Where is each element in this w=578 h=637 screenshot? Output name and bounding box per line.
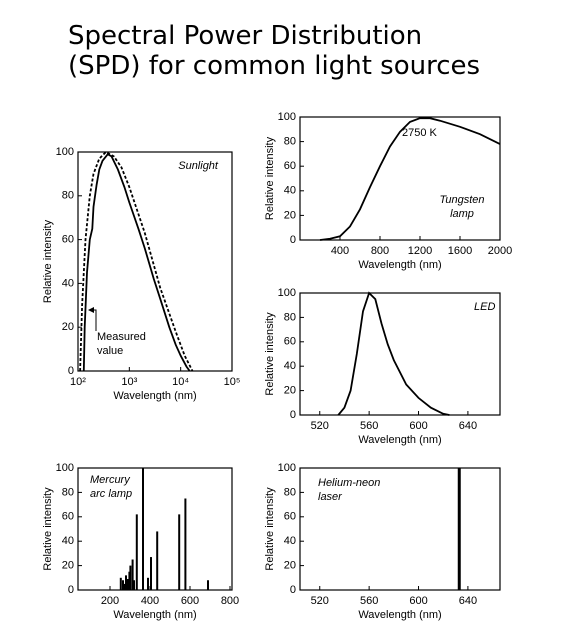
x-tick-label: 600: [409, 420, 427, 432]
y-tick-label: 40: [62, 535, 74, 547]
y-tick-label: 80: [62, 486, 74, 498]
y-tick-label: 0: [290, 584, 296, 596]
x-tick-label: 600: [409, 595, 427, 607]
x-tick-label: 520: [311, 595, 329, 607]
plot-frame: [299, 292, 501, 416]
x-tick-label: 10⁴: [172, 376, 189, 388]
y-tick-label: 60: [284, 336, 296, 348]
x-tick-label: 600: [181, 595, 199, 607]
y-tick-label: 0: [68, 365, 74, 377]
annotation: arc lamp: [90, 488, 132, 500]
y-tick-label: 40: [284, 360, 296, 372]
plot-frame: [77, 467, 233, 591]
plot-frame: [299, 467, 501, 591]
x-tick-label: 10⁵: [224, 376, 241, 388]
y-tick-label: 0: [68, 584, 74, 596]
line-series: [82, 153, 191, 372]
annotation: lamp: [450, 208, 474, 220]
x-tick-label: 2000: [488, 245, 512, 257]
annotation: Measured: [97, 331, 146, 343]
x-tick-label: 640: [459, 595, 477, 607]
x-axis-label: Wavelength (nm): [358, 609, 441, 621]
y-tick-label: 100: [278, 462, 296, 474]
x-tick-label: 400: [331, 245, 349, 257]
y-axis-label: Relative intensity: [264, 136, 276, 220]
y-tick-label: 100: [278, 287, 296, 299]
x-axis-label: Wavelength (nm): [358, 434, 441, 446]
y-tick-label: 80: [284, 486, 296, 498]
y-tick-label: 0: [290, 409, 296, 421]
x-tick-label: 1600: [448, 245, 472, 257]
y-axis-label: Relative intensity: [264, 487, 276, 571]
plot-frame: [77, 151, 233, 372]
annotation-arrowhead: [88, 307, 94, 313]
x-axis-label: Wavelength (nm): [358, 259, 441, 271]
y-tick-label: 100: [278, 111, 296, 123]
annotation: Sunlight: [178, 160, 219, 172]
y-axis-label: Relative intensity: [42, 487, 54, 571]
y-tick-label: 0: [290, 234, 296, 246]
annotation: 2750 K: [402, 127, 438, 139]
x-axis-label: Wavelength (nm): [113, 609, 196, 621]
y-tick-label: 60: [62, 511, 74, 523]
line-series: [337, 291, 450, 416]
y-tick-label: 20: [62, 560, 74, 572]
y-tick-label: 20: [284, 560, 296, 572]
y-tick-label: 80: [284, 136, 296, 148]
x-tick-label: 560: [360, 595, 378, 607]
x-tick-label: 10²: [70, 376, 86, 388]
y-tick-label: 40: [284, 535, 296, 547]
annotation: Helium-neon: [318, 477, 380, 489]
x-tick-label: 800: [221, 595, 239, 607]
plot-frame: [299, 116, 501, 241]
y-tick-label: 80: [62, 190, 74, 202]
x-tick-label: 520: [311, 420, 329, 432]
y-axis-label: Relative intensity: [42, 219, 54, 303]
annotation-arrow: [90, 309, 97, 331]
annotation: LED: [474, 301, 495, 313]
y-tick-label: 100: [56, 462, 74, 474]
x-tick-label: 1200: [408, 245, 432, 257]
y-tick-label: 40: [284, 185, 296, 197]
y-tick-label: 20: [284, 385, 296, 397]
annotation: laser: [318, 491, 343, 503]
annotation: Mercury: [90, 474, 131, 486]
x-tick-label: 560: [360, 420, 378, 432]
y-tick-label: 40: [62, 277, 74, 289]
y-tick-label: 80: [284, 311, 296, 323]
x-tick-label: 10³: [121, 376, 137, 388]
line-series: [79, 150, 194, 372]
annotation: Tungsten: [439, 194, 484, 206]
slide-title: (SPD) for common light sources: [68, 51, 480, 81]
y-tick-label: 100: [56, 146, 74, 158]
x-tick-label: 640: [459, 420, 477, 432]
y-tick-label: 60: [284, 160, 296, 172]
line-series: [319, 117, 501, 241]
annotation: value: [97, 345, 123, 357]
y-axis-label: Relative intensity: [264, 312, 276, 396]
slide-title: Spectral Power Distribution: [68, 21, 422, 51]
y-tick-label: 60: [62, 234, 74, 246]
y-tick-label: 60: [284, 511, 296, 523]
x-tick-label: 400: [141, 595, 159, 607]
x-tick-label: 800: [371, 245, 389, 257]
x-axis-label: Wavelength (nm): [113, 390, 196, 402]
x-tick-label: 200: [101, 595, 119, 607]
y-tick-label: 20: [284, 209, 296, 221]
y-tick-label: 20: [62, 321, 74, 333]
